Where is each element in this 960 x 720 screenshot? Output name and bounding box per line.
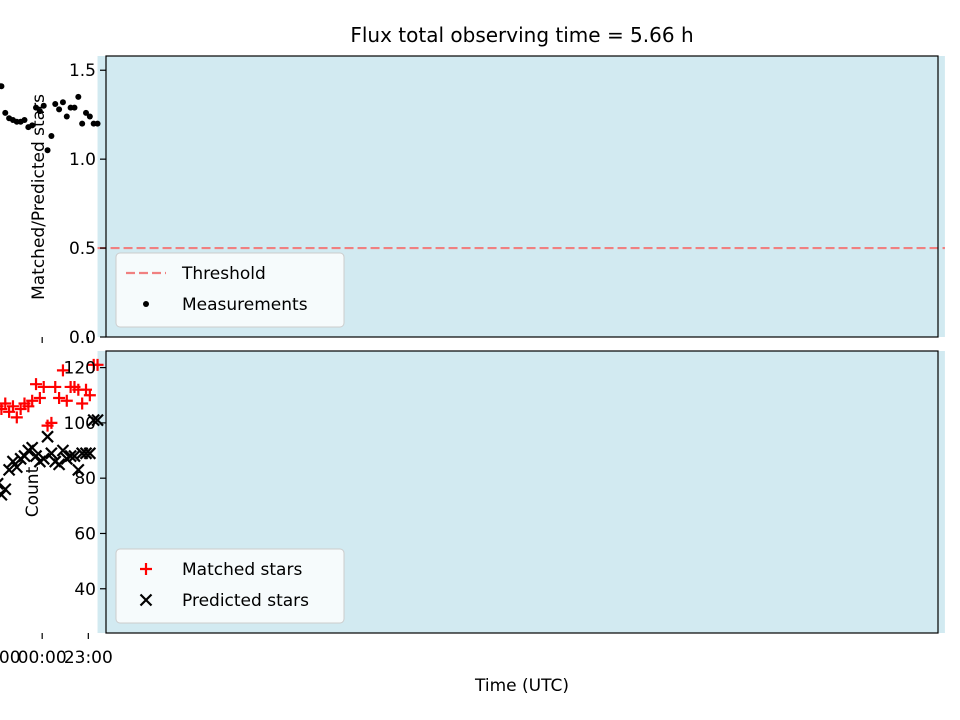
matched-stars-point [53, 392, 66, 404]
axes-frame [105, 55, 939, 338]
predicted-stars-point [75, 447, 89, 460]
measurement-point [63, 113, 70, 120]
measurement-point [0, 83, 5, 90]
legend-entry-label: Matched stars [182, 560, 302, 580]
predicted-stars-point [0, 477, 4, 490]
y-tick-label: 1.5 [69, 61, 96, 81]
legend-box [115, 252, 345, 328]
predicted-stars-point [6, 455, 20, 468]
y-tick-label: 120 [64, 359, 96, 379]
measurement-point [56, 106, 63, 113]
measurement-point [6, 115, 13, 122]
matched-stars-point [60, 394, 73, 407]
matched-stars-point [0, 405, 4, 408]
matched-stars-point [49, 380, 62, 393]
measurement-point [83, 109, 90, 116]
predicted-stars-point [10, 460, 24, 474]
predicted-stars-point [60, 452, 74, 466]
measurement-point [36, 108, 43, 115]
y-tick-label: 0.5 [69, 239, 96, 259]
matched-stars-point [33, 392, 46, 404]
legend-entry-label: Predicted stars [182, 591, 309, 611]
y-tick-label: 100 [64, 414, 96, 434]
measurement-point [0, 82, 1, 87]
y-tick-label: 60 [74, 524, 96, 544]
y-tick-label: 1.0 [69, 150, 96, 170]
predicted-stars-point [79, 447, 93, 460]
predicted-stars-point [56, 444, 70, 457]
measurement-point [52, 101, 59, 108]
y-tick-label: 0.0 [69, 328, 96, 348]
measurement-point [75, 93, 82, 100]
matched-stars-point [41, 419, 54, 432]
matched-stars-point [3, 405, 16, 418]
axes-frame [105, 350, 939, 634]
matched-stars-point [64, 380, 77, 393]
matched-stars-point [10, 411, 23, 424]
matched-stars-point [37, 380, 50, 393]
legend-box [115, 548, 345, 624]
legend-predicted-swatch [139, 593, 153, 607]
measurement-point [79, 120, 86, 127]
matched-stars-point [76, 397, 89, 410]
predicted-stars-point [68, 449, 81, 463]
x-tick-label: 00:00 [18, 648, 67, 668]
x-axis-label: Time (UTC) [474, 676, 569, 696]
matched-stars-point [0, 403, 8, 416]
predicted-stars-point [72, 463, 85, 477]
measurement-point [86, 113, 93, 120]
predicted-stars-point [48, 455, 62, 468]
predicted-stars-point [45, 447, 58, 460]
predicted-stars-point [41, 430, 54, 443]
measurement-point [67, 104, 74, 111]
matched-stars-point [30, 378, 43, 391]
predicted-stars-point [29, 449, 43, 463]
predicted-stars-point [33, 455, 47, 468]
y-tick-label: 40 [74, 580, 96, 600]
measurement-point [25, 124, 32, 131]
legend-entry-label: Measurements [182, 295, 308, 315]
measurement-point [48, 133, 55, 140]
chart-title: Flux total observing time = 5.66 h [350, 23, 693, 47]
measurement-point [33, 104, 40, 111]
predicted-stars-point [87, 413, 100, 427]
count-panel: 40608010012023:0000:0001:0002:0003:0004:… [0, 350, 945, 668]
measurement-point [40, 102, 47, 109]
measurement-point [59, 99, 66, 106]
x-tick-label: 23:00 [64, 648, 113, 668]
measurement-point [2, 109, 9, 116]
predicted-stars-point [14, 452, 27, 466]
predicted-stars-point [0, 482, 12, 496]
matched-stars-point [87, 358, 100, 371]
ratio-y-axis-label: Matched/Predicted stars [29, 94, 49, 300]
predicted-stars-point [0, 488, 8, 502]
predicted-stars-point [2, 463, 16, 477]
legend-entry-label: Threshold [181, 264, 266, 284]
y-tick-label: 80 [74, 469, 96, 489]
count-y-axis-label: Count [23, 466, 43, 517]
matched-stars-point [14, 403, 27, 416]
x-tick-label: 01:00 [0, 648, 21, 668]
measurement-point [44, 147, 51, 154]
legend-measurements-swatch [143, 301, 149, 307]
predicted-stars-point [91, 413, 104, 427]
legend-matched-swatch [140, 563, 152, 575]
matched-stars-point [56, 364, 69, 377]
measurement-point [90, 120, 97, 127]
ratio-panel: 0.0 0.5 1.0 1.5 Threshold Measurements [0, 55, 945, 348]
